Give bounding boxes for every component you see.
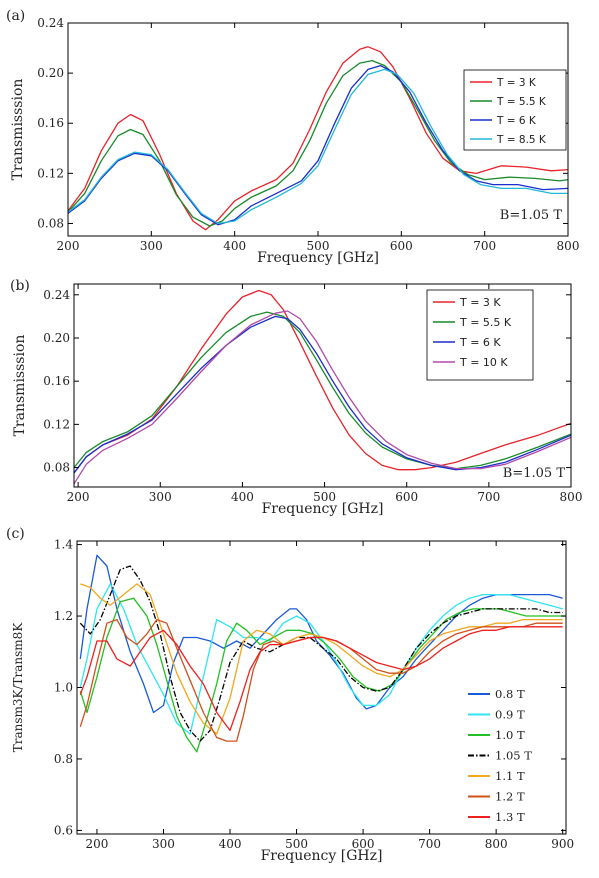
legend-label-2: 1.0 T [495,728,525,742]
legend-label-1: T = 5.5 K [459,316,512,329]
y-axis-label: Transm3K/Transm8K [11,622,25,753]
legend-label-0: T = 3 K [459,296,501,309]
series-line-3 [79,565,563,742]
y-tick-label-4: 0.24 [43,288,70,302]
x-tick-label-3: 500 [313,490,336,504]
series-group [68,46,568,231]
y-tick-label-1: 0.8 [54,752,73,766]
y-tick-label-3: 0.20 [37,66,64,80]
x-tick-label-0: 200 [57,239,80,253]
series-line-2 [68,64,568,226]
x-tick-label-6: 800 [485,837,508,851]
series-group [79,554,566,753]
legend-label-2: T = 6 K [459,336,501,349]
x-tick-label-2: 400 [231,490,254,504]
y-axis-label: Transmisssion [12,335,28,437]
x-tick-label-7: 900 [551,837,574,851]
panel-b: (b) 200 300 400 500 600 700 800 0.08 0.12 0.16 0.20… [10,278,582,517]
series-line-0 [74,289,571,474]
x-tick-label-3: 500 [307,239,330,253]
legend-label-1: 0.9 T [495,708,525,722]
y-tick-label-2: 1.0 [54,681,73,695]
panel-label: (b) [10,278,30,294]
series-line-2 [74,315,571,474]
x-tick-label-0: 200 [86,837,109,851]
y-tick-label-3: 1.2 [54,609,73,623]
x-tick-label-6: 800 [557,239,580,253]
y-tick-label-0: 0.08 [43,461,70,475]
y-axis-label: Transmisssion [10,79,26,181]
legend-label-0: T = 3 K [496,77,537,89]
plot-frame [76,540,567,835]
y-tick-label-1: 0.12 [43,417,70,431]
field-annotation: B=1.05 T [503,466,566,481]
legend-label-6: 1.3 T [495,810,525,824]
x-axis-label: Frequency [GHz] [257,250,379,266]
legend-label-5: 1.2 T [495,790,525,804]
series-line-1 [79,583,563,735]
legend-label-0: 0.8 T [495,687,525,701]
legend: T = 3 K T = 5.5 K T = 6 K T = 8.5 K [463,69,567,151]
legend-label-2: T = 6 K [496,115,537,127]
legend-label-3: T = 10 K [459,356,508,369]
y-tick-label-0: 0.6 [54,823,73,837]
x-tick-label-3: 500 [285,837,308,851]
y-tick-label-2: 0.16 [43,374,70,388]
x-tick-label-1: 300 [149,490,172,504]
plot-frame [73,283,572,488]
y-tick-label-1: 0.12 [37,166,64,180]
x-tick-label-5: 700 [418,837,441,851]
x-tick-label-1: 300 [152,837,175,851]
y-tick-label-0: 0.08 [37,216,64,230]
legend-label-1: T = 5.5 K [496,96,547,108]
x-tick-label-5: 700 [477,490,500,504]
x-tick-label-0: 200 [67,490,90,504]
series-group [74,289,571,485]
x-tick-label-5: 700 [473,239,496,253]
panel-a: (a) 200 300 400 500 600 700 800 0.08 0.12 0.16 0.20… [6,8,579,266]
x-axis-label: Frequency [GHz] [262,501,384,517]
legend-box [463,69,567,151]
legend: 0.8 T 0.9 T 1.0 T 1.05 T 1.1 T 1.2 T 1.3 T [468,687,532,824]
panel-c: (c) 200 300 400 500 600 700 800 900 0.6 0.8 1.0 1.2 1… [6,526,574,864]
x-axis-label: Frequency [GHz] [261,848,383,864]
legend: T = 3 K T = 5.5 K T = 6 K T = 10 K [426,289,534,381]
field-annotation: B=1.05 T [500,208,563,223]
x-tick-label-2: 400 [223,239,246,253]
x-tick-label-1: 300 [140,239,163,253]
y-tick-label-4: 0.24 [37,16,64,30]
series-line-3 [68,68,568,225]
legend-label-4: 1.1 T [495,769,525,783]
y-tick-label-4: 1.4 [54,538,73,552]
legend-label-3: T = 8.5 K [496,134,547,146]
y-tick-label-2: 0.16 [37,116,64,130]
series-line-1 [68,59,568,227]
legend-label-3: 1.05 T [495,749,532,763]
x-tick-label-2: 400 [219,837,242,851]
series-line-0 [79,554,563,714]
x-tick-label-6: 800 [560,490,583,504]
panel-label: (c) [6,526,25,542]
legend-box [426,289,534,381]
series-line-6 [79,626,563,732]
x-tick-label-4: 600 [352,837,375,851]
x-tick-label-4: 600 [395,490,418,504]
series-line-3 [74,310,571,485]
x-tick-label-4: 600 [390,239,413,253]
y-tick-label-3: 0.20 [43,331,70,345]
panel-label: (a) [6,8,25,24]
